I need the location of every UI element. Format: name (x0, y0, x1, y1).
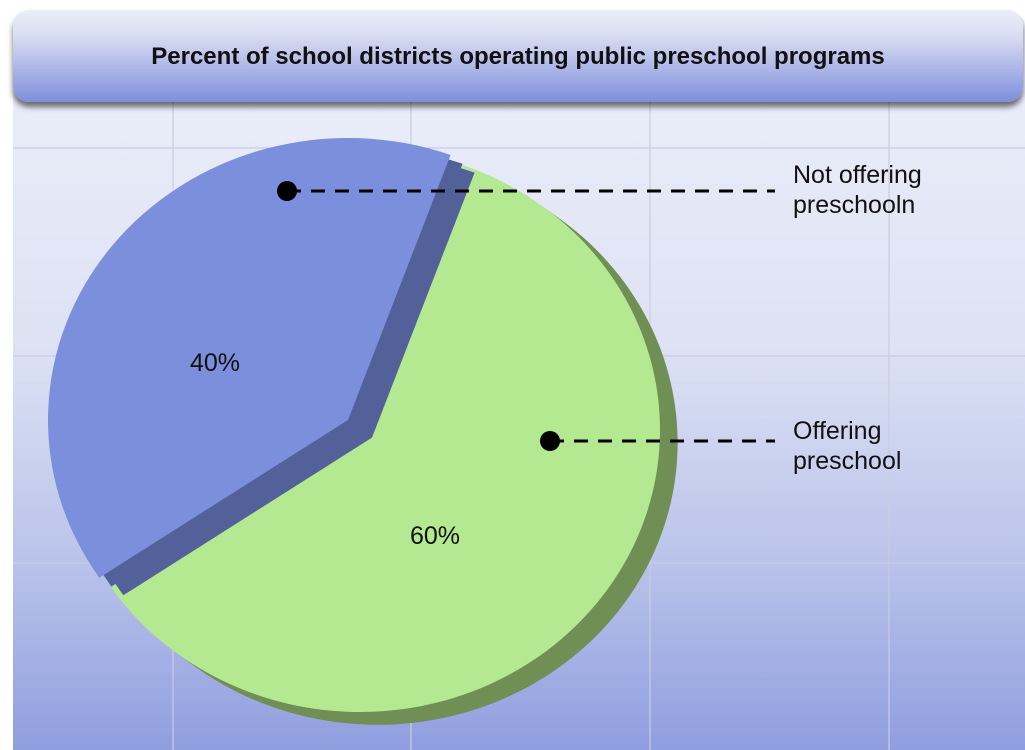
pie-slices: 40% 60% (48, 137, 678, 725)
legend-label-line: Offering (793, 417, 881, 445)
title-bar: Percent of school districts operating pu… (13, 10, 1023, 102)
chart-title: Percent of school districts operating pu… (151, 43, 885, 70)
legend-label-0: Not offering preschooln (793, 161, 922, 219)
legend-label-1: Offering preschool (793, 417, 901, 475)
slice-value-label-0: 40% (190, 349, 240, 377)
slice-face-1 (111, 165, 661, 713)
callout-dot-0 (277, 181, 297, 201)
callout-dot-1 (540, 431, 560, 451)
legend-label-line: Not offering (793, 161, 922, 189)
slice-value-label-1: 60% (410, 522, 460, 550)
slice-face-0 (48, 137, 451, 578)
legend-label-line: preschool (793, 447, 901, 475)
legend-label-line: preschooln (793, 191, 915, 219)
slice-0 (48, 137, 475, 596)
slice-1 (111, 165, 678, 725)
legend-callouts: Not offering preschooln Offering preschool (277, 161, 922, 475)
